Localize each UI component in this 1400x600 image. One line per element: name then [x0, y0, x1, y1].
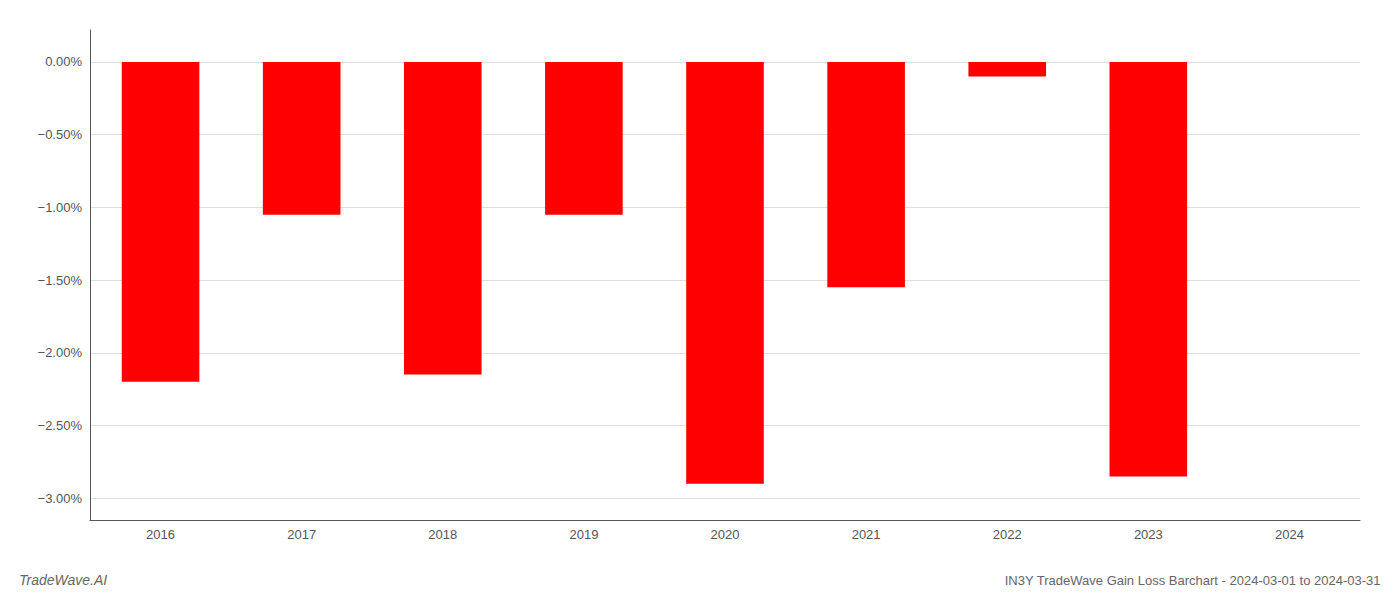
svg-text:−3.00%: −3.00%	[38, 491, 83, 506]
svg-text:−1.00%: −1.00%	[38, 200, 83, 215]
svg-text:−0.50%: −0.50%	[38, 127, 83, 142]
svg-text:2016: 2016	[146, 527, 175, 542]
svg-text:2020: 2020	[711, 527, 740, 542]
svg-text:−2.50%: −2.50%	[38, 418, 83, 433]
svg-text:2017: 2017	[287, 527, 316, 542]
svg-text:2023: 2023	[1134, 527, 1163, 542]
svg-text:2018: 2018	[428, 527, 457, 542]
svg-text:−1.50%: −1.50%	[38, 273, 83, 288]
svg-text:0.00%: 0.00%	[45, 54, 82, 69]
svg-text:IN3Y TradeWave Gain Loss Barch: IN3Y TradeWave Gain Loss Barchart - 2024…	[1005, 573, 1381, 588]
svg-text:2022: 2022	[993, 527, 1022, 542]
svg-text:2021: 2021	[852, 527, 881, 542]
svg-text:2019: 2019	[569, 527, 598, 542]
svg-text:TradeWave.AI: TradeWave.AI	[19, 572, 107, 588]
svg-text:−2.00%: −2.00%	[38, 345, 83, 360]
svg-text:2024: 2024	[1275, 527, 1304, 542]
